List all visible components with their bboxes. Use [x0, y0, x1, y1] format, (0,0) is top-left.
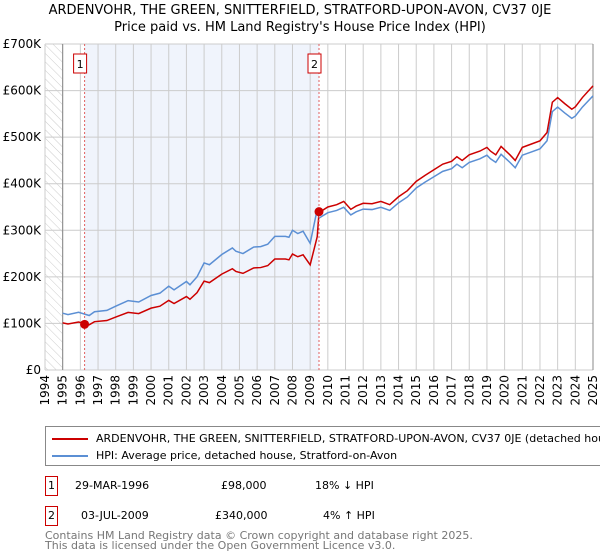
transaction-price: £98,000	[221, 479, 267, 492]
chart-subtitle: Price paid vs. HM Land Registry's House …	[114, 20, 486, 35]
shaded-ownership-region	[84, 44, 320, 370]
x-tick-label: 2007	[268, 375, 282, 406]
x-tick-label: 1997	[91, 375, 105, 406]
footer-copyright: Contains HM Land Registry data © Crown c…	[45, 529, 473, 542]
x-tick-label: 2000	[144, 375, 158, 406]
x-tick-label: 1994	[38, 375, 52, 406]
x-tick-label: 2003	[197, 375, 211, 406]
property-series-line	[62, 85, 594, 326]
x-tick-label: 2014	[392, 375, 406, 406]
x-tick-label: 2013	[374, 375, 388, 406]
x-tick-label: 2006	[250, 375, 264, 406]
y-tick-label: £100K	[3, 316, 43, 330]
legend-label-property: ARDENVOHR, THE GREEN, SNITTERFIELD, STRA…	[96, 432, 600, 445]
transaction-date: 03-JUL-2009	[81, 509, 149, 522]
sale-point	[314, 207, 324, 217]
x-tick-label: 2005	[232, 375, 246, 406]
transaction-date: 29-MAR-1996	[75, 479, 150, 492]
sale-badge	[73, 53, 88, 74]
x-tick-label: 2010	[321, 375, 335, 406]
y-tick-label: £600K	[3, 84, 43, 98]
y-tick-label: £200K	[3, 270, 43, 284]
x-tick-label: 1996	[73, 375, 87, 406]
x-tick-label: 2021	[515, 375, 529, 406]
x-tick-label: 2009	[303, 375, 317, 406]
x-tick-label: 2011	[339, 375, 353, 406]
x-tick-label: 2004	[215, 375, 229, 406]
x-tick-label: 1995	[56, 375, 70, 406]
x-tick-label: 2001	[162, 375, 176, 406]
x-tick-label: 2002	[179, 375, 193, 406]
sale-badge-label: 2	[311, 58, 318, 71]
transaction-hpi: 4% ↑ HPI	[323, 509, 375, 522]
x-tick-label: 1999	[126, 375, 140, 406]
y-tick-label: £300K	[3, 223, 43, 237]
x-tick-label: 2016	[427, 375, 441, 406]
price-chart: 1994 1995 1996 1997 1998 1999 2000 2001 2002 2003…	[3, 37, 600, 406]
x-tick-label: 2022	[533, 375, 547, 406]
sale-point	[80, 319, 90, 329]
x-tick-label: 2015	[409, 375, 423, 406]
transaction-badge: 2	[45, 506, 58, 526]
x-tick-label: 2008	[285, 375, 299, 406]
transaction-row: 1 29-MAR-1996 £98,000 18% ↓ HPI	[45, 476, 445, 496]
y-tick-label: £0	[26, 363, 41, 377]
x-tick-label: 2020	[498, 375, 512, 406]
x-tick-label: 2017	[445, 375, 459, 406]
sale-badge-label: 1	[77, 58, 84, 71]
legend-swatch-blue	[52, 454, 88, 457]
sale-badge	[307, 53, 322, 74]
legend-item-hpi: HPI: Average price, detached house, Stra…	[52, 449, 397, 462]
x-tick-label: 2012	[356, 375, 370, 406]
x-tick-label: 1998	[109, 375, 123, 406]
legend: ARDENVOHR, THE GREEN, SNITTERFIELD, STRA…	[45, 426, 600, 466]
x-tick-label: 2018	[462, 375, 476, 406]
legend-swatch-red	[52, 437, 88, 440]
hpi-series-line	[62, 95, 594, 317]
y-tick-label: £400K	[3, 177, 43, 191]
chart-title: ARDENVOHR, THE GREEN, SNITTERFIELD, STRA…	[48, 3, 552, 18]
x-tick-label: 2023	[551, 375, 565, 406]
x-tick-label: 2024	[568, 375, 582, 406]
x-tick-label: 2025	[586, 375, 600, 406]
transaction-badge: 1	[45, 476, 58, 496]
footer: Contains HM Land Registry data © Crown c…	[45, 529, 473, 552]
y-tick-label: £500K	[3, 130, 43, 144]
transaction-hpi: 18% ↓ HPI	[315, 479, 374, 492]
legend-item-property: ARDENVOHR, THE GREEN, SNITTERFIELD, STRA…	[52, 432, 600, 445]
y-tick-label: £700K	[3, 37, 43, 51]
transaction-price: £340,000	[215, 509, 268, 522]
x-tick-label: 2019	[480, 375, 494, 406]
transaction-row: 2 03-JUL-2009 £340,000 4% ↑ HPI	[45, 506, 445, 526]
footer-licence: This data is licensed under the Open Gov…	[45, 539, 396, 552]
hatched-region	[45, 44, 63, 370]
legend-label-hpi: HPI: Average price, detached house, Stra…	[96, 449, 398, 462]
